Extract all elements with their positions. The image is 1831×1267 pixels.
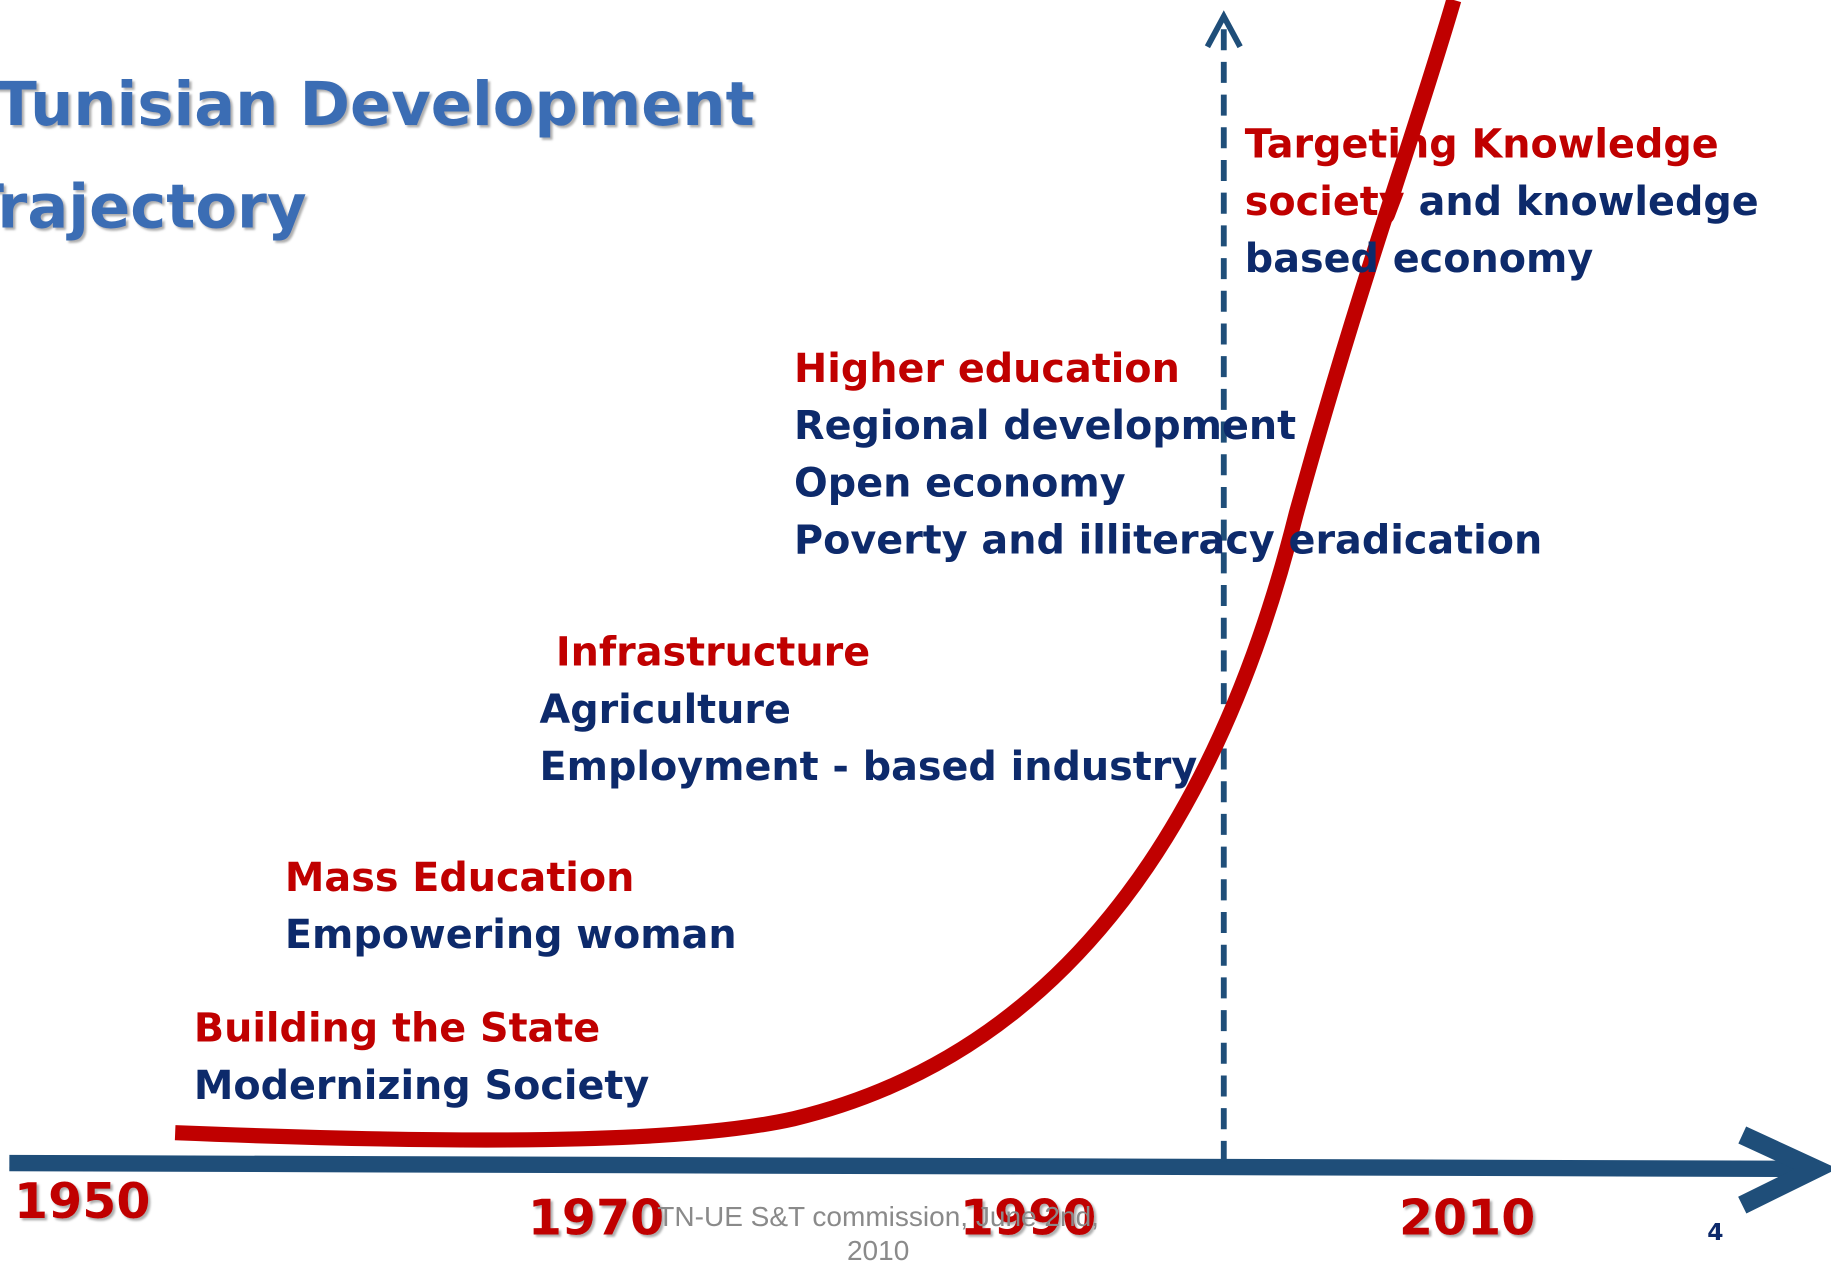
- footer-line: TN-UE S&T commission, June 2nd,: [657, 1201, 1099, 1232]
- stage-item: based economy: [1245, 236, 1594, 282]
- stage-item: Empowering woman: [285, 912, 737, 958]
- trajectory-curve: [174, 0, 1462, 1148]
- stage-item: Regional development: [794, 403, 1296, 449]
- stage-heading: Building the State: [194, 1006, 600, 1052]
- page-number: 4: [1707, 1218, 1723, 1246]
- footer-line: 2010: [847, 1235, 909, 1266]
- stage-item: and knowledge: [1419, 179, 1759, 225]
- stage-heading: Targeting Knowledge: [1245, 122, 1719, 168]
- stage-line: society and knowledge: [1245, 179, 1759, 225]
- stage-heading: Higher education: [794, 346, 1180, 392]
- divider-arrow: [1204, 10, 1243, 49]
- stage-item: Poverty and illiteracy eradication: [794, 518, 1542, 564]
- title-line: Tunisian Development: [0, 70, 755, 140]
- year-label: 1970: [528, 1188, 664, 1246]
- stage-heading: Infrastructure: [556, 630, 870, 676]
- stage-heading: Mass Education: [285, 855, 635, 901]
- title-line: Trajectory: [0, 173, 307, 243]
- time-axis: [9, 1154, 1805, 1178]
- year-label: 1950: [14, 1172, 150, 1230]
- year-label: 1990: [960, 1188, 1096, 1246]
- stage-item: Modernizing Society: [194, 1063, 650, 1109]
- stage-item: Agriculture: [539, 687, 790, 733]
- stage-heading: society: [1245, 179, 1405, 225]
- stage-item: Employment - based industry: [539, 744, 1197, 790]
- stage-item: Open economy: [794, 460, 1126, 506]
- axis-arrow: [1738, 1126, 1831, 1214]
- year-label: 2010: [1399, 1188, 1535, 1246]
